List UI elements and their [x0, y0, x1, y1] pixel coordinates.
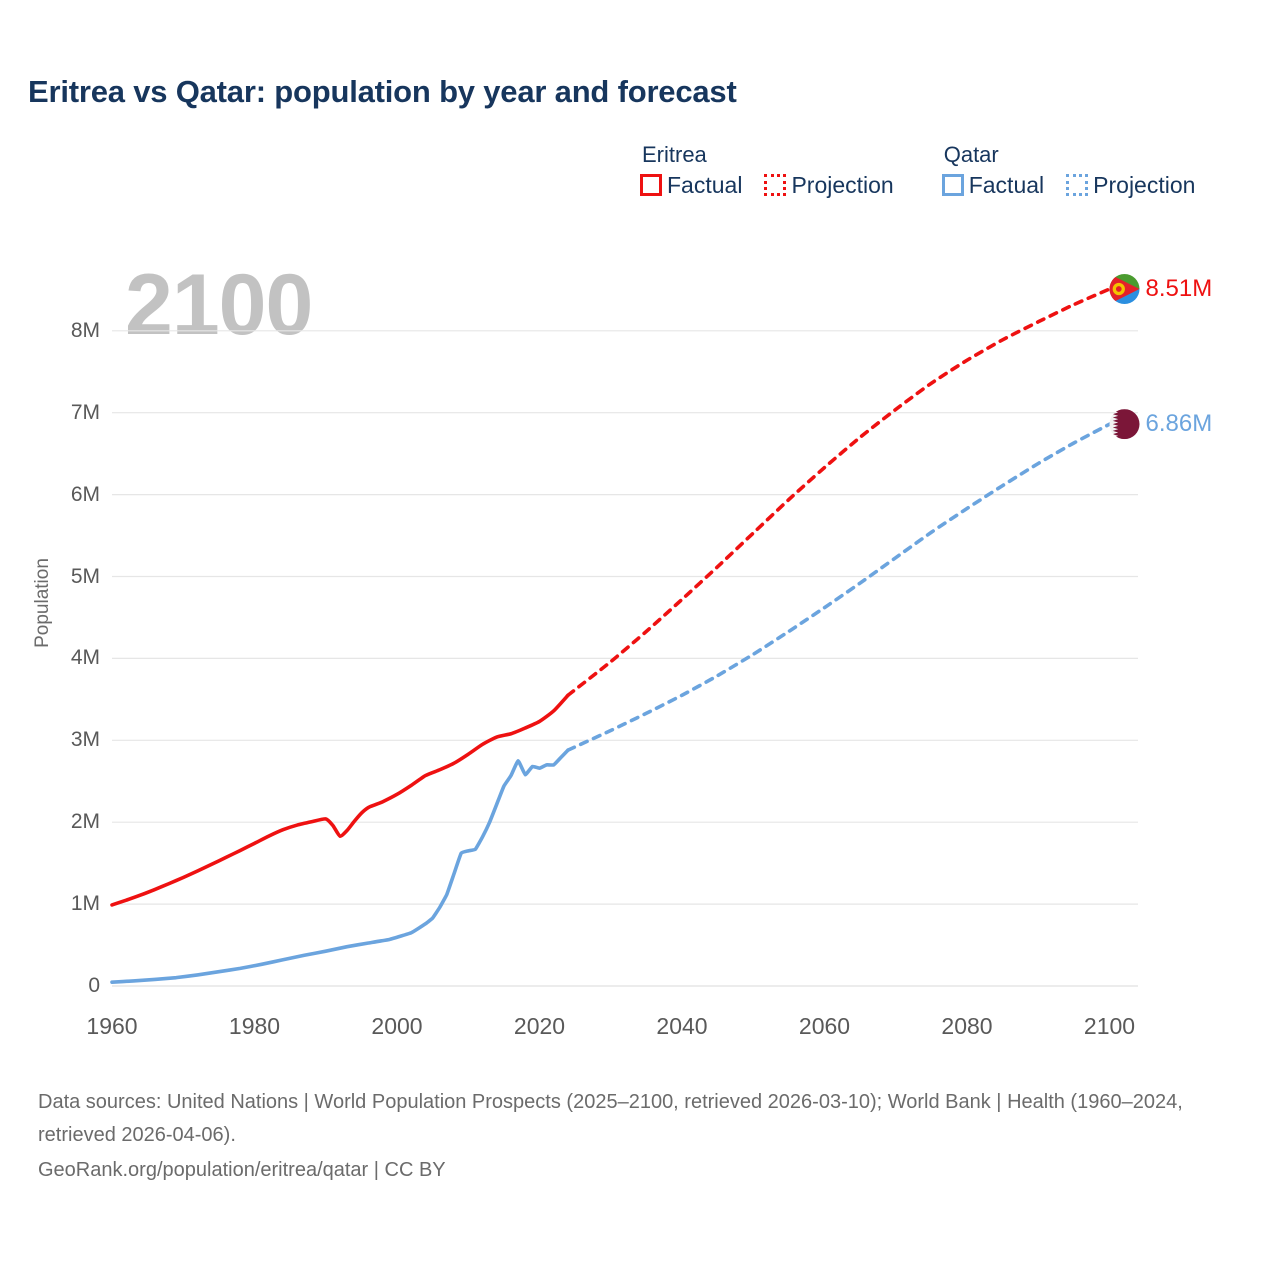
- x-axis-tick-label: 2040: [656, 1013, 708, 1039]
- x-axis-tick-label: 2100: [1083, 1013, 1136, 1039]
- x-axis-tick-label: 2060: [798, 1013, 851, 1039]
- y-axis-tick-label: 1M: [70, 892, 100, 916]
- legend-swatch-dotted-icon: [764, 174, 787, 196]
- legend-swatch-dotted-icon: [1066, 174, 1089, 196]
- footer-line-attribution: GeoRank.org/population/eritrea/qatar | C…: [38, 1159, 446, 1181]
- y-axis-tick-label: 7M: [70, 400, 100, 424]
- legend-group-title-eritrea: Eritrea: [642, 142, 707, 167]
- y-axis-tick-label: 0: [88, 974, 100, 997]
- legend-item-qatar-factual[interactable]: Factual: [941, 172, 1045, 198]
- y-axis-tick-label: 2M: [70, 810, 100, 834]
- qatar-flag-marker: [1109, 409, 1140, 440]
- chart-end-markers: [1109, 274, 1140, 440]
- page-title: Eritrea vs Qatar: population by year and…: [28, 74, 737, 109]
- chart-legend: Eritrea Factual Projection Qatar Factual: [640, 142, 1195, 198]
- y-axis-tick-label: 4M: [70, 646, 100, 670]
- footer-sources: Data sources: United Nations | World Pop…: [38, 1086, 1238, 1187]
- legend-group-qatar: Qatar Factual Projection: [941, 142, 1195, 198]
- chart-gridlines: [112, 330, 1138, 987]
- legend-label-qatar-projection: Projection: [1093, 172, 1196, 198]
- end-label-qatar: 6.86M: [1145, 410, 1213, 438]
- legend-label-qatar-factual: Factual: [968, 172, 1045, 198]
- legend-item-qatar-projection[interactable]: Projection: [1066, 172, 1195, 198]
- footer-line-sources: Data sources: United Nations | World Pop…: [38, 1091, 1183, 1146]
- y-axis-tick-label: 3M: [70, 728, 100, 752]
- y-axis-ticks: 0 1M 2M 3M 4M 5M 6M 7M 8M: [28, 0, 100, 1280]
- x-axis-tick-label: 1960: [86, 1013, 138, 1039]
- legend-item-eritrea-projection[interactable]: Projection: [764, 172, 894, 198]
- legend-label-eritrea-projection: Projection: [791, 172, 894, 198]
- watermark-year: 2100: [125, 257, 313, 353]
- eritrea-flag-marker: [1109, 274, 1140, 305]
- chart-series: [110, 287, 1112, 984]
- y-axis-tick-label: 8M: [70, 318, 100, 342]
- legend-item-eritrea-factual[interactable]: Factual: [640, 172, 742, 198]
- end-label-eritrea: 8.51M: [1145, 275, 1213, 303]
- legend-group-title-qatar: Qatar: [943, 142, 999, 167]
- legend-swatch-solid-icon: [941, 174, 964, 196]
- y-axis-tick-label: 6M: [70, 482, 100, 506]
- legend-label-eritrea-factual: Factual: [667, 172, 743, 198]
- x-axis-tick-label: 2000: [371, 1013, 423, 1039]
- x-axis-tick-label: 2020: [513, 1013, 566, 1039]
- legend-group-eritrea: Eritrea Factual Projection: [640, 142, 894, 198]
- legend-items-qatar: Factual Projection: [941, 172, 1195, 198]
- legend-swatch-solid-icon: [640, 174, 662, 196]
- y-axis-tick-label: 5M: [70, 564, 100, 588]
- legend-items-eritrea: Factual Projection: [640, 172, 894, 198]
- x-axis-tick-label: 2080: [941, 1013, 993, 1039]
- x-axis-tick-label: 1980: [228, 1013, 281, 1039]
